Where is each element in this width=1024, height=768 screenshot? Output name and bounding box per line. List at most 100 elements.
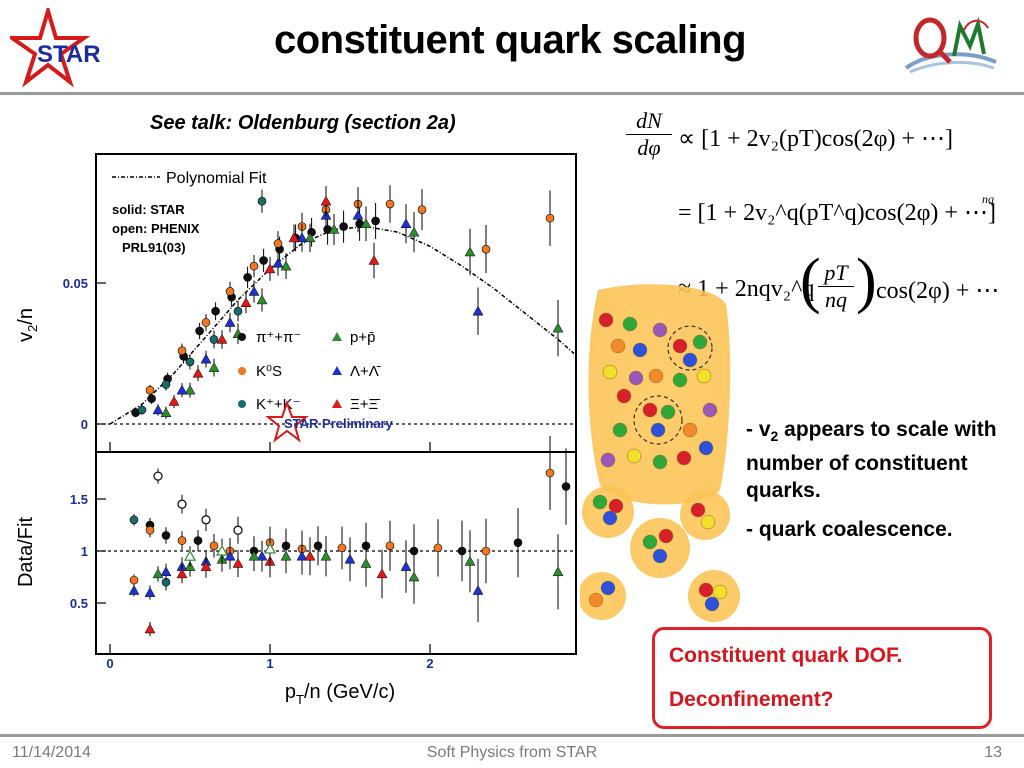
y-tick-label: 0.5 [70, 596, 88, 611]
quark-dot [610, 338, 626, 354]
quark-dot [698, 440, 714, 456]
note-line: PRL91(03) [122, 240, 186, 255]
ratio-point [337, 543, 347, 553]
data-point [243, 273, 252, 282]
data-point [240, 297, 252, 307]
data-point [137, 405, 147, 415]
data-point [249, 261, 259, 271]
data-point [296, 232, 308, 243]
data-point [224, 316, 236, 327]
y-tick-label: 1 [81, 544, 88, 559]
bottom-panel-markers [128, 436, 571, 636]
data-point [248, 285, 260, 296]
legend-label: π⁺+π⁻ [256, 329, 301, 346]
ratio-point [200, 561, 212, 571]
fraction-denominator: dφ [637, 135, 661, 160]
bullet-list: - v2 appears to scale with number of con… [746, 416, 1016, 555]
cluster-ring [667, 325, 713, 371]
ratio-point [153, 471, 163, 481]
quark-dot [600, 452, 616, 468]
ratio-point [552, 566, 564, 577]
equation-line-3-suffix: cos(2φ) + ⋯ [876, 278, 1000, 304]
ratio-point [129, 515, 139, 525]
ratio-point [160, 566, 172, 577]
quark-dot [698, 582, 714, 598]
ratio-point [313, 541, 323, 551]
preliminary-label: STAR Preliminary [284, 416, 394, 431]
slide-title: constituent quark scaling [273, 18, 747, 62]
quark-dot [700, 514, 716, 530]
ratio-point [177, 536, 187, 545]
data-point [417, 205, 427, 214]
equation-line-1: ∝ [1 + 2v₂(pT)cos(2φ) + ⋯] [678, 126, 954, 152]
equation-paren: ) [856, 247, 877, 315]
data-point [195, 326, 204, 336]
data-point [161, 380, 171, 389]
y-tick-label: 0 [81, 417, 88, 432]
data-point [201, 318, 211, 327]
quark-dot [628, 370, 644, 386]
ratio-point [408, 571, 420, 582]
legend-fit-label: Polynomial Fit [166, 170, 267, 187]
ratio-point [400, 561, 412, 571]
ratio-point [256, 550, 268, 561]
ratio-point [183, 549, 197, 561]
data-point [272, 257, 284, 268]
quark-dot [592, 494, 608, 510]
quark-dot [652, 322, 668, 338]
ratio-point [224, 550, 236, 561]
quark-dot [672, 372, 688, 388]
quark-dot [612, 422, 628, 438]
quark-coalescence-illustration [578, 280, 740, 630]
x-tick-label: 0 [106, 656, 113, 671]
quark-dot [602, 510, 618, 526]
ratio-point [215, 544, 229, 556]
data-point [257, 196, 267, 206]
quark-dot [622, 316, 638, 332]
data-point [147, 394, 156, 403]
legend-marker [332, 332, 342, 341]
data-point [176, 384, 188, 395]
legend-marker [238, 367, 246, 375]
legend-label: K⁰S [256, 363, 282, 380]
data-point [211, 306, 220, 316]
ratio-point [152, 568, 164, 579]
data-point [464, 246, 476, 257]
axis-ticks [96, 282, 431, 654]
hadron-blob [680, 490, 730, 540]
quark-dot [658, 528, 674, 544]
callout-line: Constituent quark DOF. [669, 644, 903, 667]
data-point [288, 232, 300, 243]
note-line: solid: STAR [112, 202, 185, 217]
quark-dot [632, 342, 648, 358]
quark-dot [626, 448, 642, 464]
conference-logo [898, 10, 1000, 76]
ratio-point [161, 531, 171, 540]
data-point [408, 226, 420, 237]
footer-divider [0, 734, 1024, 737]
quark-dot [702, 402, 718, 418]
x-tick-label: 1 [266, 656, 273, 671]
ratio-point [280, 550, 292, 561]
ratio-point [193, 536, 203, 545]
ratio-point [209, 541, 219, 551]
legend-label: Ξ+Ξ̄ [350, 396, 380, 413]
bullet-item: - quark coalescence. [746, 518, 953, 542]
quark-dot [600, 580, 616, 596]
equation-paren: ( [800, 247, 821, 315]
footer-page-number: 13 [984, 744, 1002, 761]
ratio-point [144, 623, 156, 634]
fraction-denominator: nq [825, 287, 847, 312]
footer-date: 11/14/2014 [12, 744, 91, 761]
data-point [233, 306, 243, 316]
quark-dot [712, 584, 728, 600]
data-point [328, 223, 340, 234]
pt-over-nq-fraction: pT nq [818, 260, 854, 313]
bottom-y-axis-label: Data/Fit [15, 517, 37, 587]
data-point [168, 395, 180, 406]
data-point [304, 232, 316, 243]
ratio-point [481, 546, 491, 556]
quark-dot [642, 534, 658, 550]
bottom-panel-frame [95, 451, 577, 655]
ratio-point [145, 525, 155, 535]
